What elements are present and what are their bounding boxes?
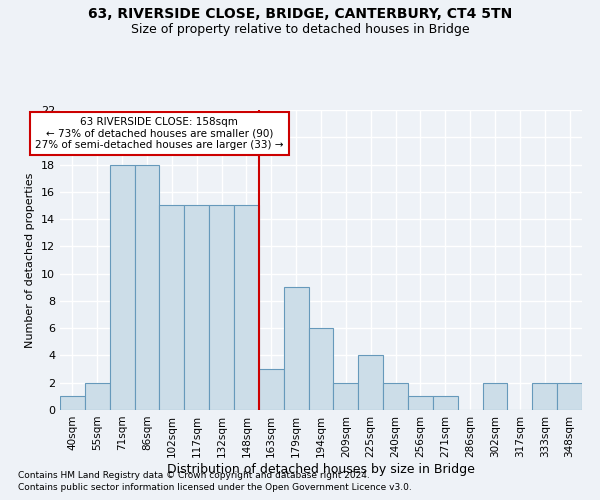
Bar	[557, 382, 582, 410]
Bar	[383, 382, 408, 410]
Bar	[532, 382, 557, 410]
Bar	[308, 328, 334, 410]
Bar	[85, 382, 110, 410]
Bar	[184, 206, 209, 410]
Y-axis label: Number of detached properties: Number of detached properties	[25, 172, 35, 348]
Bar	[284, 288, 308, 410]
X-axis label: Distribution of detached houses by size in Bridge: Distribution of detached houses by size …	[167, 462, 475, 475]
Bar	[259, 369, 284, 410]
Text: 63 RIVERSIDE CLOSE: 158sqm
← 73% of detached houses are smaller (90)
27% of semi: 63 RIVERSIDE CLOSE: 158sqm ← 73% of deta…	[35, 117, 284, 150]
Bar	[408, 396, 433, 410]
Text: Size of property relative to detached houses in Bridge: Size of property relative to detached ho…	[131, 22, 469, 36]
Bar	[433, 396, 458, 410]
Text: Contains HM Land Registry data © Crown copyright and database right 2024.: Contains HM Land Registry data © Crown c…	[18, 471, 370, 480]
Bar	[110, 164, 134, 410]
Bar	[60, 396, 85, 410]
Bar	[482, 382, 508, 410]
Bar	[160, 206, 184, 410]
Bar	[334, 382, 358, 410]
Bar	[358, 356, 383, 410]
Bar	[134, 164, 160, 410]
Text: Contains public sector information licensed under the Open Government Licence v3: Contains public sector information licen…	[18, 484, 412, 492]
Bar	[234, 206, 259, 410]
Text: 63, RIVERSIDE CLOSE, BRIDGE, CANTERBURY, CT4 5TN: 63, RIVERSIDE CLOSE, BRIDGE, CANTERBURY,…	[88, 8, 512, 22]
Bar	[209, 206, 234, 410]
